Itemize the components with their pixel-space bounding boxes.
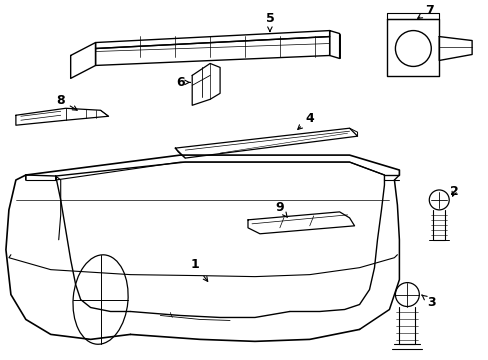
Text: 7: 7: [417, 4, 433, 18]
Text: 1: 1: [190, 258, 207, 282]
Text: 6: 6: [176, 76, 190, 89]
Text: 4: 4: [297, 112, 313, 130]
Text: 8: 8: [56, 94, 77, 110]
Text: 2: 2: [449, 185, 458, 198]
Text: 3: 3: [421, 295, 435, 309]
Text: 5: 5: [265, 12, 274, 31]
Text: 9: 9: [275, 201, 286, 217]
